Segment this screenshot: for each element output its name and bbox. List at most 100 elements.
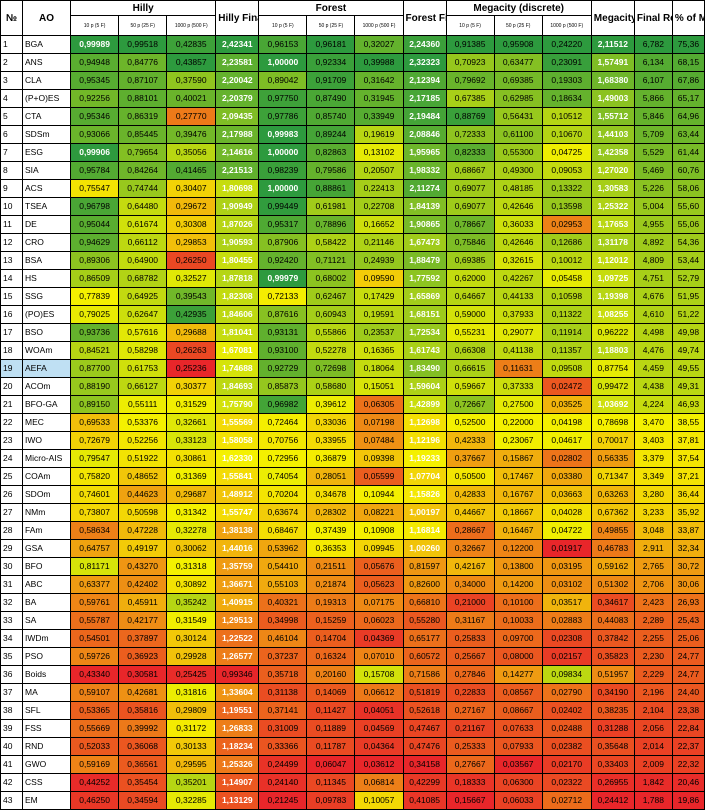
cell-hilly-final: 2,42341 <box>215 35 260 54</box>
cell-hilly-final: 2,20379 <box>215 89 260 108</box>
cell-ao: Micro-AIS <box>22 449 72 468</box>
cell-megacity-10: 0,34000 <box>445 575 495 594</box>
cell-ao: SDSm <box>22 125 72 144</box>
cell-megacity-1000: 0,18634 <box>541 89 592 108</box>
cell-forest-10: 0,24140 <box>258 773 308 792</box>
table-row: 35 PSO 0,59726 0,36923 0,29928 1,26577 0,37237… <box>0 647 706 666</box>
cell-forest-50: 0,11427 <box>306 701 356 720</box>
cell-megacity-1000: 0,04198 <box>541 413 592 432</box>
cell-megacity-1000: 0,13598 <box>541 197 592 216</box>
table-row: 20 ACOm 0,88190 0,66127 0,30377 1,84693 0,8587… <box>0 377 706 396</box>
cell-forest-1000: 0,09945 <box>354 539 404 558</box>
cell-forest-50: 0,21874 <box>306 575 356 594</box>
cell-hilly-final: 2,09435 <box>215 107 260 126</box>
cell-forest-1000: 0,24939 <box>354 251 404 270</box>
cell-hilly-1000: 0,31529 <box>166 395 217 414</box>
cell-forest-final: 2,24360 <box>402 35 447 54</box>
cell-forest-final: 0,60572 <box>402 647 447 666</box>
cell-pct-max: 61,44 <box>671 143 706 162</box>
cell-hilly-final: 1,18234 <box>215 737 260 756</box>
cell-hilly-10: 0,86509 <box>70 269 120 288</box>
cell-ao: NMm <box>22 503 72 522</box>
cell-megacity-1000: 0,12686 <box>541 233 592 252</box>
cell-hilly-final: 1,84606 <box>215 305 260 324</box>
cell-final-result: 2,056 <box>633 719 673 738</box>
table-row: 43 EM 0,46250 0,34594 0,32285 1,13129 0,21245 0… <box>0 791 706 810</box>
cell-ao: WOAm <box>22 341 72 360</box>
cell-no: 20 <box>0 377 24 396</box>
cell-final-result: 3,048 <box>633 521 673 540</box>
cell-hilly-1000: 0,29687 <box>166 485 217 504</box>
cell-megacity-final: 1,25322 <box>590 197 635 216</box>
cell-hilly-50: 0,64480 <box>118 197 168 216</box>
cell-no: 2 <box>0 53 24 72</box>
cell-hilly-50: 0,36923 <box>118 647 168 666</box>
cell-forest-final: 2,19484 <box>402 107 447 126</box>
cell-ao: IWDm <box>22 629 72 648</box>
cell-megacity-final: 0,71347 <box>590 467 635 486</box>
cell-megacity-10: 0,28667 <box>445 521 495 540</box>
cell-hilly-1000: 0,40021 <box>166 89 217 108</box>
cell-megacity-10: 0,18333 <box>445 773 495 792</box>
cell-forest-1000: 0,19591 <box>354 305 404 324</box>
cell-hilly-50: 0,55111 <box>118 395 168 414</box>
cell-forest-50: 0,58680 <box>306 377 356 396</box>
cell-hilly-10: 0,95345 <box>70 71 120 90</box>
cell-megacity-final: 0,59162 <box>590 557 635 576</box>
cell-no: 38 <box>0 701 24 720</box>
header-forest: Forest <box>258 0 404 16</box>
subheader-megacity-10: 10 p (5 F) <box>445 15 495 36</box>
cell-megacity-50: 0,17467 <box>493 467 543 486</box>
cell-forest-50: 0,14704 <box>306 629 356 648</box>
cell-forest-final: 0,65177 <box>402 629 447 648</box>
cell-hilly-final: 1,44016 <box>215 539 260 558</box>
cell-megacity-50: 0,12200 <box>493 539 543 558</box>
cell-no: 22 <box>0 413 24 432</box>
cell-hilly-50: 0,87107 <box>118 71 168 90</box>
cell-no: 11 <box>0 215 24 234</box>
cell-forest-10: 0,21245 <box>258 791 308 810</box>
cell-hilly-1000: 0,30062 <box>166 539 217 558</box>
cell-no: 34 <box>0 629 24 648</box>
table-row: 14 HS 0,86509 0,68782 0,32527 1,87818 0,99979 0… <box>0 269 706 288</box>
cell-hilly-1000: 0,39543 <box>166 287 217 306</box>
cell-forest-50: 0,39612 <box>306 395 356 414</box>
cell-ao: AEFA <box>22 359 72 378</box>
cell-hilly-1000: 0,32661 <box>166 413 217 432</box>
cell-ao: ANS <box>22 53 72 72</box>
cell-megacity-final: 0,49855 <box>590 521 635 540</box>
table-row: 16 (PO)ES 0,79025 0,62647 0,42935 1,84606 0,87… <box>0 305 706 324</box>
cell-pct-max: 37,81 <box>671 431 706 450</box>
cell-hilly-final: 1,55841 <box>215 467 260 486</box>
cell-no: 3 <box>0 71 24 90</box>
cell-forest-50: 0,11787 <box>306 737 356 756</box>
cell-pct-max: 24,77 <box>671 665 706 684</box>
cell-hilly-final: 1,81041 <box>215 323 260 342</box>
cell-megacity-final: 1,30583 <box>590 179 635 198</box>
table-body: 1 BGA 0,99989 0,99518 0,42835 2,42341 0,96153 0… <box>0 35 706 810</box>
cell-forest-10: 0,96153 <box>258 35 308 54</box>
cell-pct-max: 51,95 <box>671 287 706 306</box>
cell-hilly-final: 1,87026 <box>215 215 260 234</box>
cell-megacity-50: 0,42646 <box>493 197 543 216</box>
cell-megacity-1000: 0,10670 <box>541 125 592 144</box>
cell-forest-1000: 0,13102 <box>354 143 404 162</box>
header-hilly: Hilly <box>70 0 217 16</box>
cell-forest-1000: 0,39988 <box>354 53 404 72</box>
cell-megacity-final: 0,46783 <box>590 539 635 558</box>
cell-forest-10: 0,72464 <box>258 413 308 432</box>
cell-no: 9 <box>0 179 24 198</box>
cell-pct-max: 63,44 <box>671 125 706 144</box>
cell-final-result: 5,529 <box>633 143 673 162</box>
cell-megacity-10: 0,72667 <box>445 395 495 414</box>
cell-megacity-50: 0,11631 <box>493 359 543 378</box>
cell-pct-max: 64,96 <box>671 107 706 126</box>
cell-forest-final: 1,83490 <box>402 359 447 378</box>
cell-final-result: 3,280 <box>633 485 673 504</box>
cell-forest-final: 0,81597 <box>402 557 447 576</box>
cell-megacity-10: 0,75846 <box>445 233 495 252</box>
cell-forest-final: 2,32323 <box>402 53 447 72</box>
cell-megacity-10: 0,66615 <box>445 359 495 378</box>
cell-hilly-10: 0,79547 <box>70 449 120 468</box>
cell-no: 14 <box>0 269 24 288</box>
